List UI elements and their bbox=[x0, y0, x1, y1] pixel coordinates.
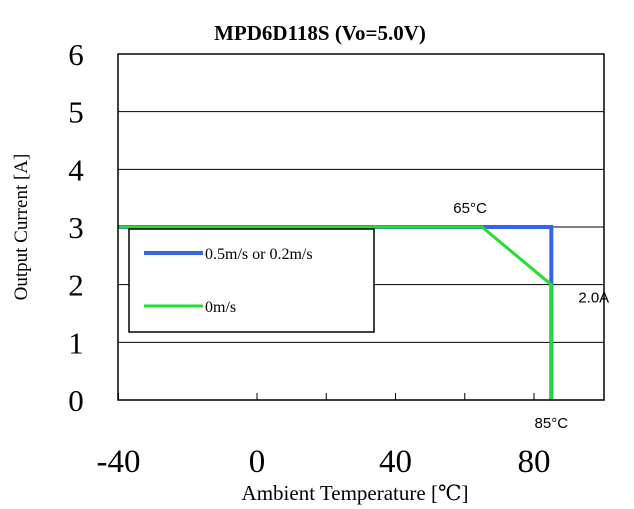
annotation-label: 65°C bbox=[453, 200, 487, 217]
y-tick-label: 2 bbox=[68, 268, 84, 303]
plot-frame bbox=[117, 53, 605, 401]
legend-label-green: 0m/s bbox=[205, 299, 236, 316]
y-tick-label: 4 bbox=[68, 152, 84, 187]
x-tick-label: 40 bbox=[379, 444, 412, 480]
x-tick-label: 80 bbox=[518, 444, 551, 480]
y-tick-label: 5 bbox=[68, 95, 84, 130]
legend-label-blue: 0.5m/s or 0.2m/s bbox=[205, 246, 313, 263]
series-line-green bbox=[118, 225, 553, 400]
y-tick-label: 6 bbox=[68, 37, 84, 72]
annotation-label: 2.0A bbox=[578, 290, 609, 307]
y-tick-label: 3 bbox=[68, 210, 84, 245]
series-lines bbox=[118, 225, 554, 400]
x-tick-label: -40 bbox=[97, 444, 141, 480]
annotations: 65°C 2.0A 85°C bbox=[453, 200, 609, 432]
legend-box bbox=[128, 228, 375, 333]
legend: 0.5m/s or 0.2m/s 0m/s bbox=[128, 228, 375, 333]
y-tick-label: 1 bbox=[68, 325, 84, 360]
chart-title: MPD6D118S (Vo=5.0V) bbox=[214, 21, 426, 45]
x-axis-label: Ambient Temperature [℃] bbox=[242, 481, 469, 505]
y-tick-label: 0 bbox=[68, 383, 84, 418]
annotation-label: 85°C bbox=[535, 415, 569, 432]
x-tick-label: 0 bbox=[249, 444, 266, 480]
x-tick-labels: -40 0 40 80 bbox=[97, 444, 551, 480]
y-tick-labels: 0 1 2 3 4 5 6 bbox=[68, 37, 84, 418]
y-axis-label: Output Current [A] bbox=[11, 154, 32, 301]
